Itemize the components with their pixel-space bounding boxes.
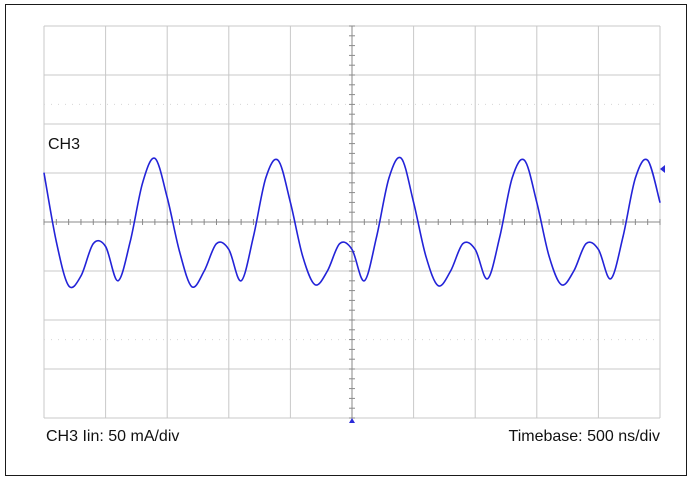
ch3-data-point — [302, 255, 304, 257]
ch3-data-point — [413, 201, 415, 203]
ch3-data-point — [437, 285, 439, 287]
ch3-data-point — [585, 243, 587, 245]
ch3-data-point — [523, 159, 526, 161]
ch3-data-point — [92, 243, 94, 245]
ch3-data-point — [450, 270, 452, 272]
ch3-data-point — [203, 270, 205, 272]
ch3-data-point — [511, 177, 513, 179]
ch3-data-point — [80, 275, 82, 277]
ch3-data-point — [474, 248, 476, 250]
graticule — [43, 25, 661, 419]
ch3-data-point — [425, 255, 427, 257]
ch3-data-point — [117, 280, 119, 282]
ch3-data-point — [634, 177, 637, 179]
trigger-level-marker — [660, 165, 665, 173]
ch3-data-point — [142, 182, 144, 184]
ch3-data-point — [178, 250, 181, 252]
ch3-data-point — [376, 236, 378, 238]
ch3-data-point — [289, 201, 291, 203]
ch3-data-point — [43, 172, 45, 174]
ch3-data-point — [314, 284, 316, 286]
ch3-data-point — [191, 286, 193, 288]
ch3-data-point — [166, 196, 168, 199]
trigger-position-marker — [349, 418, 355, 423]
ch3-data-point — [536, 201, 538, 203]
ch3-data-point — [277, 159, 279, 161]
ch3-data-point — [351, 248, 353, 250]
timebase-label: Timebase: 500 ns/div — [508, 428, 660, 445]
ch3-data-point — [215, 243, 218, 245]
ch3-data-point — [339, 243, 341, 245]
ch3-data-point — [326, 270, 328, 272]
channel-label: CH3 — [48, 136, 81, 153]
ch3-data-point — [610, 278, 612, 280]
ch3-data-point — [68, 285, 70, 287]
ch3-data-point — [252, 236, 254, 238]
ch3-data-point — [462, 243, 464, 245]
scope-frame — [5, 4, 687, 476]
ch3-data-point — [486, 278, 489, 280]
ch3-data-point — [388, 177, 390, 179]
ch3-data-point — [363, 280, 365, 282]
trace-ch3 — [43, 156, 661, 289]
ch3-data-point — [548, 255, 550, 257]
ch3-data-point — [240, 280, 242, 282]
markers — [349, 165, 665, 423]
ch3-data-point — [55, 241, 57, 243]
vertical-scale-label: CH3 Iin: 50 mA/div — [46, 428, 180, 445]
ch3-data-point — [154, 157, 156, 159]
ch3-data-point — [597, 248, 600, 250]
ch3-data-point — [647, 159, 649, 161]
ch3-data-point — [228, 248, 230, 250]
ch3-data-point — [265, 177, 267, 179]
ch3-data-point — [560, 284, 563, 286]
ch3-data-point — [499, 236, 501, 238]
ch3-data-point — [622, 236, 624, 238]
ch3-data-point — [105, 245, 107, 248]
ch3-data-point — [659, 201, 661, 203]
ch3-data-point — [400, 157, 402, 159]
ch3-data-point — [573, 270, 575, 272]
ch3-data-point — [129, 241, 131, 243]
